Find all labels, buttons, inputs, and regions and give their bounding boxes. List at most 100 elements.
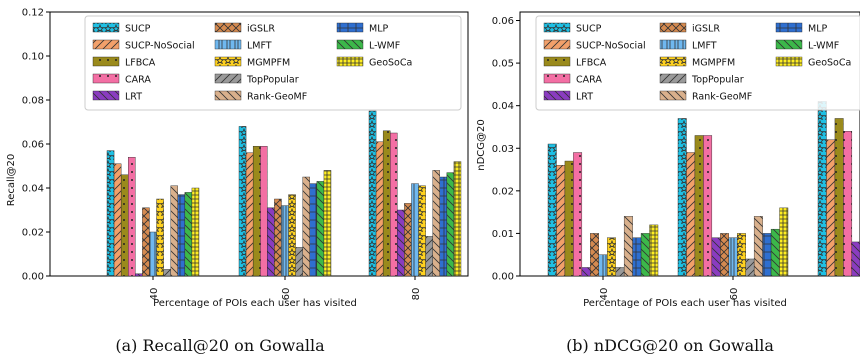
legend-swatch	[659, 22, 687, 33]
bar-mgmpfm	[156, 198, 164, 277]
legend-a: SUCP SUCP-NoSocial LFBCA CARA LRT iGSLR LMFT MG…	[84, 15, 462, 111]
y-tick-label: 0.06	[22, 140, 44, 151]
bar-lmft	[598, 254, 608, 277]
bar-sucp-nosocial	[826, 139, 836, 277]
y-tick-label: 0.10	[22, 52, 44, 63]
bar-l-wmf	[640, 233, 650, 277]
legend-label: LFBCA	[576, 58, 607, 69]
bar-mgmpfm	[607, 237, 616, 277]
bar-lmft	[728, 237, 738, 277]
xlabel-b: Percentage of POIs each user has visited	[583, 298, 787, 309]
legend-label: MGMPFM	[692, 58, 735, 69]
legend-label: CARA	[576, 75, 602, 86]
legend-swatch	[659, 73, 687, 84]
bar-sucp	[547, 143, 557, 277]
x-tick-label: 40	[599, 288, 610, 301]
legend-label: Rank-GeoMF	[247, 92, 307, 103]
bar-mgmpfm	[737, 233, 746, 277]
legend-swatch	[214, 90, 242, 101]
legend-swatch	[543, 56, 571, 67]
legend-swatch	[543, 73, 571, 84]
legend-label: Rank-GeoMF	[692, 92, 752, 103]
bar-sucp	[817, 101, 827, 277]
bar-igslr	[404, 203, 412, 277]
legend-label: SUCP-NoSocial	[576, 41, 646, 52]
bar-lrt	[851, 241, 860, 277]
bar-geosoca	[323, 170, 332, 277]
legend-label: CARA	[125, 75, 151, 86]
bar-sucp	[238, 126, 247, 277]
legend-label: LRT	[125, 92, 142, 103]
legend-swatch	[659, 39, 687, 50]
legend-swatch	[92, 73, 120, 84]
bar-lfbca	[252, 145, 261, 277]
y-tick-label: 0.05	[492, 59, 514, 70]
bar-lrt	[581, 267, 591, 277]
chart-panel-b: 0.000.010.020.030.040.050.06406080 SUCPS…	[476, 11, 860, 355]
bar-lfbca	[694, 135, 704, 277]
bar-lrt	[267, 207, 275, 277]
bar-geosoca	[779, 207, 789, 277]
bar-lfbca	[382, 130, 391, 277]
axes-b: 0.000.010.020.030.040.050.06406080	[492, 11, 860, 301]
legend-swatch	[659, 56, 687, 67]
bar-lfbca	[834, 118, 844, 277]
bars-a	[106, 110, 462, 277]
legend-label: LMFT	[247, 41, 272, 52]
y-tick-label: 0.06	[492, 16, 514, 27]
legend-label: MLP	[369, 24, 388, 35]
bar-geosoca	[191, 187, 200, 277]
legend-swatch	[543, 22, 571, 33]
bar-rank-geomf	[753, 216, 763, 277]
bar-toppopular	[425, 236, 433, 277]
bar-toppopular	[615, 267, 625, 277]
bar-l-wmf	[184, 192, 193, 277]
bar-igslr	[720, 233, 729, 277]
caption-a: (a) Recall@20 on Gowalla	[115, 336, 325, 355]
legend-swatch	[775, 39, 803, 50]
y-tick-label: 0.08	[22, 96, 44, 107]
bar-cara	[390, 132, 398, 277]
bar-mlp	[177, 194, 186, 277]
legend-swatch	[543, 90, 571, 101]
bar-l-wmf	[770, 228, 780, 277]
legend-box	[535, 15, 860, 111]
legend-label: MGMPFM	[247, 58, 290, 69]
xlabel-a: Percentage of POIs each user has visited	[153, 298, 357, 309]
bar-toppopular	[295, 247, 303, 277]
y-tick-label: 0.04	[492, 101, 514, 112]
legend-swatch	[92, 39, 120, 50]
bar-mlp	[632, 237, 642, 277]
bar-rank-geomf	[623, 216, 633, 277]
legend-swatch	[775, 56, 803, 67]
bar-rank-geomf	[432, 170, 440, 277]
legend-label: GeoSoCa	[808, 58, 851, 69]
legend-swatch	[775, 22, 803, 33]
legend-label: TopPopular	[691, 75, 744, 86]
legend-label: SUCP	[125, 24, 151, 35]
bar-lrt	[397, 209, 405, 277]
legend-swatch	[214, 39, 242, 50]
legend-label: LFBCA	[125, 58, 156, 69]
bar-cara	[843, 131, 853, 277]
legend-swatch	[214, 56, 242, 67]
bar-igslr	[590, 233, 599, 277]
bar-lfbca	[120, 174, 129, 277]
y-tick-label: 0.02	[492, 186, 514, 197]
bar-geosoca	[453, 161, 462, 277]
bar-lmft	[281, 205, 289, 277]
legend-swatch	[336, 39, 364, 50]
bar-rank-geomf	[170, 185, 178, 277]
bar-toppopular	[163, 269, 171, 277]
legend-label: LMFT	[692, 41, 717, 52]
bar-sucp-nosocial	[375, 141, 384, 277]
bar-mlp	[762, 233, 772, 277]
caption-b: (b) nDCG@20 on Gowalla	[566, 336, 774, 355]
bar-cara	[128, 156, 136, 277]
legend-swatch	[214, 73, 242, 84]
legend-swatch	[92, 56, 120, 67]
legend-swatch	[336, 56, 364, 67]
bar-toppopular	[745, 258, 755, 277]
bar-mgmpfm	[288, 194, 296, 277]
